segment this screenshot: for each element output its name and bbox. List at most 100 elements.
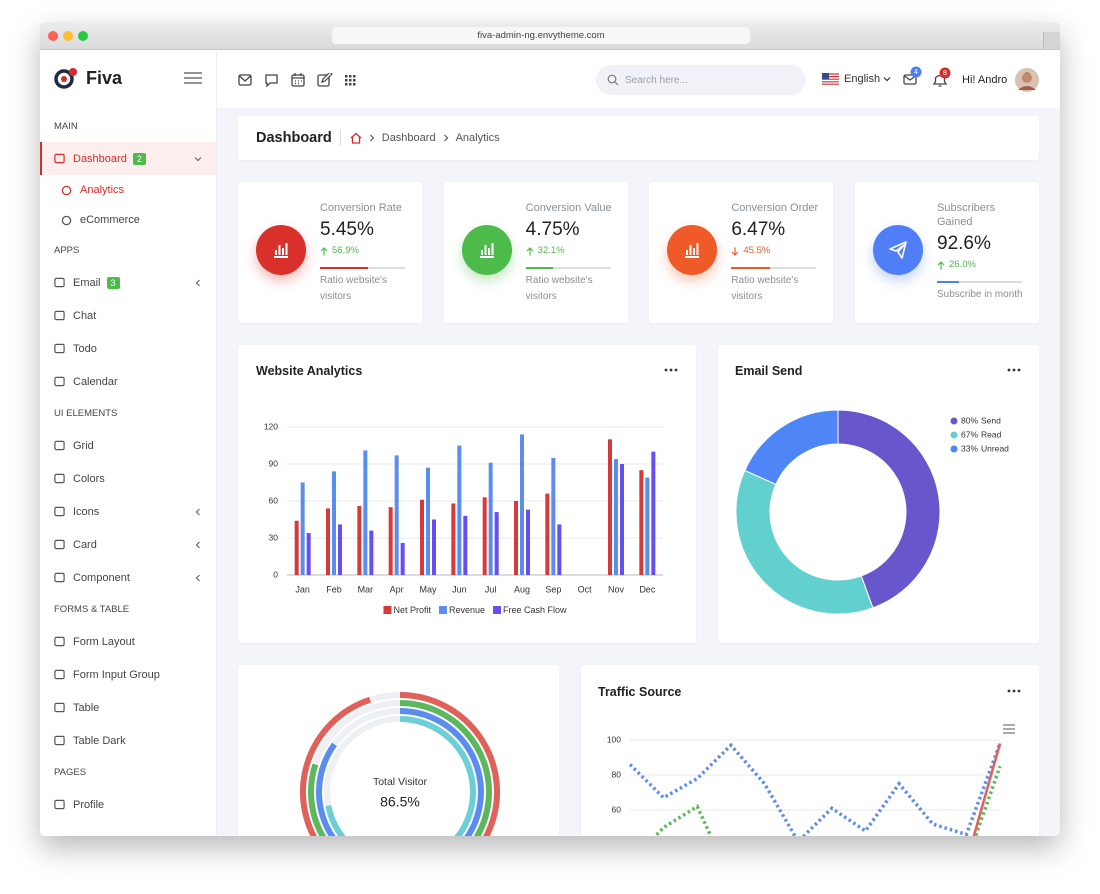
legend-dot — [950, 445, 958, 453]
bar — [300, 482, 305, 575]
bar — [482, 497, 487, 575]
address-bar[interactable]: fiva-admin-ng.envytheme.com — [332, 27, 750, 44]
card-title: Website Analytics — [256, 364, 363, 378]
stat-change-label: 26.0% — [949, 259, 976, 270]
bar — [608, 439, 612, 575]
nav-icon — [61, 215, 72, 225]
brand[interactable]: Fiva — [54, 64, 122, 92]
icon-glyph — [889, 241, 907, 259]
chevron-path — [195, 574, 200, 581]
nav-item[interactable]: Grid — [40, 429, 216, 462]
nav-item[interactable]: Table — [40, 691, 216, 724]
avatar[interactable] — [1015, 68, 1039, 92]
y-tick-label: 60 — [269, 495, 279, 505]
progress-fill — [937, 281, 960, 283]
nav-item[interactable]: Calendar — [40, 365, 216, 398]
crumb[interactable]: Dashboard — [381, 132, 436, 144]
icon-shape — [54, 310, 65, 321]
nav-item[interactable]: Chat — [40, 299, 216, 332]
glyph — [685, 243, 700, 258]
legend-name: Read — [981, 430, 1002, 440]
glyph — [274, 243, 288, 258]
home-icon[interactable] — [350, 132, 362, 144]
icon-shape — [54, 799, 65, 810]
legend-value: 67% — [961, 430, 978, 440]
stat-icon — [256, 225, 306, 275]
stat-note: Ratio website's visitors — [731, 275, 799, 302]
legend: Net Profit Revenue Free Cash Flow — [383, 605, 567, 615]
section-title: MAIN — [54, 121, 78, 132]
donut-segment — [744, 409, 839, 486]
x-tick-label: Mar — [358, 584, 374, 594]
nav-item[interactable]: eCommerce — [40, 205, 216, 235]
legend-label: Free Cash Flow — [503, 605, 567, 615]
menu-toggle[interactable] — [184, 72, 202, 84]
header-notifications[interactable]: 4 8 — [903, 66, 963, 90]
nav-item[interactable]: Email 3 — [40, 266, 216, 299]
greeting[interactable]: Hi! Andro — [962, 74, 1008, 86]
bar — [338, 524, 342, 575]
card-menu[interactable] — [1007, 367, 1021, 373]
nav-item[interactable]: Profile — [40, 788, 216, 821]
search-box[interactable]: Search here... — [596, 65, 806, 95]
crumb-chevron — [443, 134, 448, 142]
stat-card: Conversion Order 6.47% 45.5% Ratio website'… — [649, 182, 834, 323]
trend-arrow — [731, 247, 739, 256]
minimize-button[interactable] — [63, 31, 73, 41]
stat-value: 4.75% — [525, 219, 580, 240]
nav-item[interactable]: Card — [40, 528, 216, 561]
radial-bar — [316, 708, 484, 836]
nav-label: Card — [73, 538, 97, 551]
bar — [420, 499, 424, 575]
stat-note: Ratio website's visitors — [525, 275, 593, 302]
nav-item[interactable]: Component — [40, 561, 216, 594]
legend-swatch — [438, 606, 447, 614]
x-tick-label: May — [419, 584, 437, 594]
top-header: Search here... English 4 8 Hi! Andro — [217, 50, 1060, 108]
bar — [388, 507, 393, 575]
sidebar: Fiva MAIN Dashboard 2 Analytics eCommerce APP… — [40, 50, 217, 836]
progress-track — [937, 281, 1022, 283]
nav-item[interactable]: Dashboard 2 — [40, 142, 216, 175]
donut-segment — [735, 469, 874, 615]
nav-item[interactable]: Form Input Group — [40, 658, 216, 691]
nav-item[interactable]: Analytics — [40, 175, 216, 205]
bar — [306, 533, 311, 575]
nav-label: Profile — [73, 798, 105, 811]
breadcrumb-bar: Dashboard Dashboard Analytics — [238, 116, 1039, 160]
card-menu[interactable] — [1007, 688, 1021, 694]
nav-item[interactable]: Icons — [40, 495, 216, 528]
close-button[interactable] — [48, 31, 58, 41]
chevron-path — [194, 156, 202, 161]
notification-badge: 8 — [943, 70, 947, 77]
nav-item[interactable]: Form Layout — [40, 625, 216, 658]
header-icons[interactable] — [238, 73, 368, 87]
line-series — [972, 743, 1002, 836]
chart-menu[interactable] — [1003, 724, 1015, 734]
section-title: APPS — [54, 245, 80, 256]
stat-label: Conversion Rate — [320, 202, 402, 214]
language: English — [844, 73, 881, 85]
nav-label: Table Dark — [73, 734, 126, 747]
chart: 0 30 60 90 120 Jan Feb Mar Apr May Jun Jul Aug Sep Oct… — [264, 421, 663, 615]
progress-track — [731, 267, 817, 269]
legend-name: Send — [981, 416, 1001, 426]
nav-item[interactable]: Table Dark — [40, 724, 216, 757]
icon-shape — [54, 572, 65, 583]
arrow — [320, 246, 328, 255]
crumb-chevron — [369, 134, 375, 142]
card-menu[interactable] — [664, 367, 678, 373]
x-tick-label: Jul — [485, 584, 497, 594]
new-tab-button[interactable] — [1043, 32, 1060, 49]
zoom-button[interactable] — [78, 31, 88, 41]
chevron-path — [195, 279, 200, 286]
legend-swatch — [493, 606, 502, 614]
nav-label: Icons — [73, 505, 100, 518]
nav-item[interactable]: Colors — [40, 462, 216, 495]
bar — [457, 445, 462, 575]
language-select[interactable]: English — [822, 73, 891, 85]
stat-card: Conversion Rate 5.45% 56.9% Ratio website's… — [238, 182, 422, 323]
chevron — [195, 541, 200, 548]
nav-item[interactable]: Todo — [40, 332, 216, 365]
icon-glyph — [685, 243, 700, 258]
